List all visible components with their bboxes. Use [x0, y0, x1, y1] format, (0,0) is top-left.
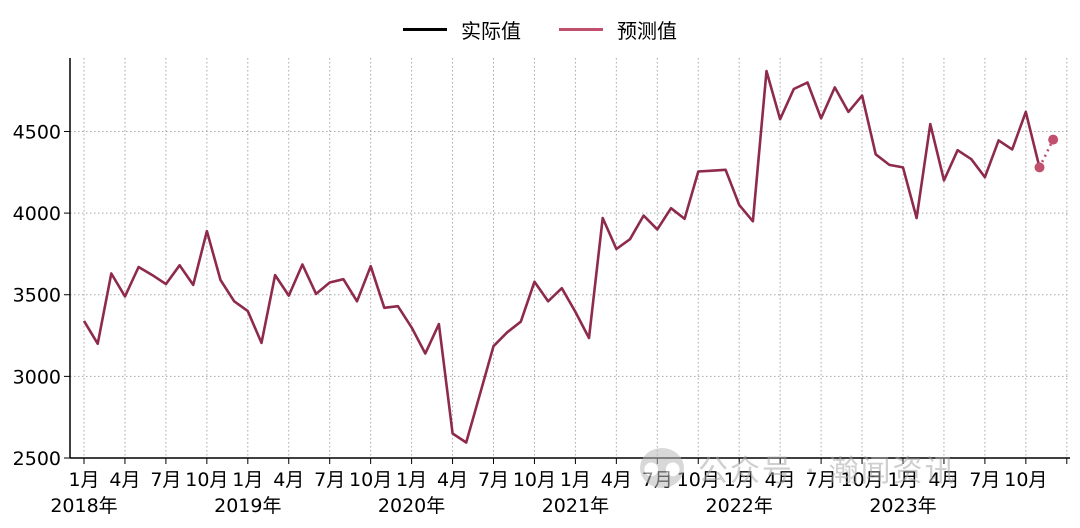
legend-item-actual: 实际值 — [403, 15, 521, 44]
x-year-label: 2023年 — [869, 495, 936, 517]
forecast-series-line — [1038, 139, 1055, 168]
actual-series-line — [82, 69, 1041, 444]
watermark: ● ● 公众号 · 瀚闻资讯 — [640, 446, 957, 490]
x-year-label: 2020年 — [378, 495, 445, 517]
x-year-label: 2018年 — [50, 495, 117, 517]
legend-swatch-forecast — [559, 27, 603, 31]
x-tick-label: 1月 — [887, 469, 918, 491]
x-tick-label: 1月 — [560, 469, 591, 491]
forecast-point — [1034, 162, 1045, 173]
x-tick-label: 10月 — [1004, 469, 1047, 491]
chart-legend: 实际值 预测值 — [0, 12, 1080, 46]
x-tick-label: 1月 — [724, 469, 755, 491]
x-tick-label: 10月 — [677, 469, 720, 491]
x-tick-label: 10月 — [349, 469, 392, 491]
x-tick-label: 4月 — [273, 469, 304, 491]
x-year-label: 2021年 — [542, 495, 609, 517]
x-tick-label: 10月 — [185, 469, 228, 491]
x-tick-label: 7月 — [478, 469, 509, 491]
x-tick-label: 10月 — [840, 469, 883, 491]
legend-item-forecast: 预测值 — [559, 15, 677, 44]
x-tick-label: 1月 — [68, 469, 99, 491]
x-tick-label: 4月 — [109, 469, 140, 491]
x-tick-label: 7月 — [314, 469, 345, 491]
x-tick-label: 7月 — [969, 469, 1000, 491]
x-tick-label: 4月 — [437, 469, 468, 491]
legend-label-forecast: 预测值 — [617, 18, 677, 43]
x-tick-label: 4月 — [928, 469, 959, 491]
legend-label-actual: 实际值 — [461, 18, 521, 43]
y-tick-label: 3000 — [13, 366, 61, 388]
forecast-point — [1048, 134, 1059, 145]
x-tick-label: 7月 — [806, 469, 837, 491]
wechat-icon: ● ● — [640, 448, 684, 488]
x-year-label: 2019年 — [214, 495, 281, 517]
x-tick-label: 1月 — [232, 469, 263, 491]
x-tick-label: 4月 — [601, 469, 632, 491]
legend-swatch-actual — [403, 27, 447, 31]
x-tick-label: 4月 — [765, 469, 796, 491]
x-tick-label: 10月 — [513, 469, 556, 491]
x-tick-label: 1月 — [396, 469, 427, 491]
watermark-text: 公众号 · 瀚闻资讯 — [698, 454, 957, 489]
y-tick-label: 4500 — [13, 121, 61, 143]
x-tick-label: 7月 — [150, 469, 181, 491]
y-tick-label: 3500 — [13, 285, 61, 307]
y-tick-label: 2500 — [13, 448, 61, 470]
y-tick-label: 4000 — [13, 203, 61, 225]
x-year-label: 2022年 — [706, 495, 773, 517]
